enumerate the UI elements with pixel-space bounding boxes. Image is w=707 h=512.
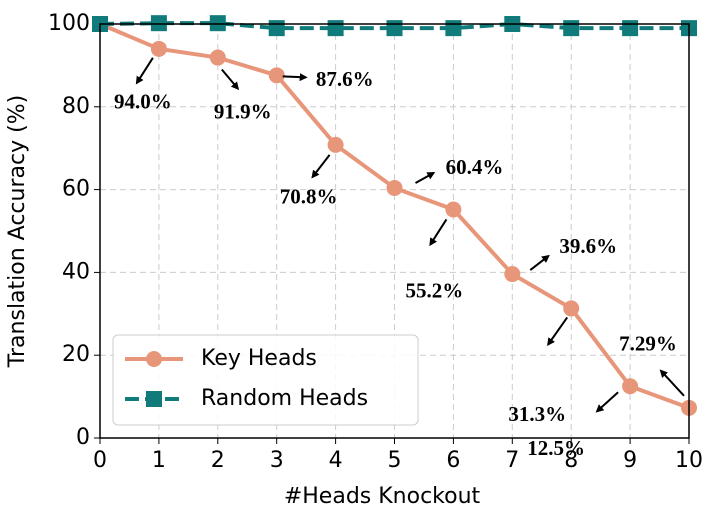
marker	[563, 20, 580, 37]
marker	[445, 20, 462, 37]
annotation-arrow	[547, 316, 569, 347]
x-tick-label: 7	[505, 448, 519, 473]
annotation-arrow	[429, 218, 448, 247]
data-label: 7.29%	[619, 332, 677, 356]
data-label: 12.5%	[527, 436, 585, 460]
marker	[150, 15, 167, 32]
data-label: 55.2%	[406, 278, 464, 302]
marker	[386, 179, 403, 196]
plot-frame	[99, 23, 690, 439]
x-tick-label: 6	[446, 448, 460, 473]
legend-label: Key Heads	[201, 346, 317, 371]
y-tick-label: 20	[62, 342, 90, 367]
annotation-arrow	[595, 391, 619, 413]
y-axis-label: Translation Accuracy (%)	[5, 95, 30, 368]
x-tick-label: 0	[93, 448, 107, 473]
annotation-arrow	[415, 171, 436, 184]
annotation-arrow	[282, 73, 308, 82]
x-axis-label: #Heads Knockout	[284, 484, 481, 509]
x-tick-label: 3	[270, 448, 284, 473]
legend-marker	[146, 391, 162, 407]
data-label: 39.6%	[559, 234, 617, 258]
marker	[268, 20, 285, 37]
legend-marker	[146, 351, 162, 367]
marker	[150, 40, 167, 57]
marker	[504, 266, 521, 283]
x-tick-label: 8	[564, 448, 578, 473]
annotation-arrow	[221, 68, 240, 91]
annotation-arrow	[311, 154, 331, 179]
x-tick-label: 5	[388, 448, 402, 473]
x-tick-label: 10	[675, 448, 703, 473]
marker	[622, 378, 639, 395]
marker	[327, 136, 344, 153]
data-label: 31.3%	[508, 402, 566, 426]
legend-label: Random Heads	[201, 386, 368, 411]
legend-box	[112, 334, 419, 426]
marker	[327, 20, 344, 37]
marker	[622, 20, 639, 37]
marker	[445, 201, 462, 218]
x-tick-label: 2	[211, 448, 225, 473]
marker	[268, 67, 285, 84]
marker	[209, 15, 226, 32]
annotation-arrow	[659, 369, 685, 397]
x-tick-label: 9	[623, 448, 637, 473]
data-label: 70.8%	[280, 185, 338, 209]
data-label: 91.9%	[214, 99, 272, 123]
marker	[563, 300, 580, 317]
y-tick-label: 60	[62, 177, 90, 202]
x-tick-label: 4	[329, 448, 343, 473]
y-tick-label: 40	[62, 259, 90, 284]
annotation-arrow	[529, 254, 550, 271]
marker	[209, 49, 226, 66]
annotation-arrow	[135, 57, 154, 85]
y-tick-label: 80	[62, 94, 90, 119]
y-tick-label: 100	[48, 11, 90, 36]
x-tick-label: 1	[152, 448, 166, 473]
y-tick-label: 0	[76, 425, 90, 450]
data-label: 94.0%	[114, 90, 172, 114]
data-label: 87.6%	[316, 67, 374, 91]
series-line	[99, 21, 689, 31]
data-label: 60.4%	[446, 155, 504, 179]
marker	[386, 20, 403, 37]
